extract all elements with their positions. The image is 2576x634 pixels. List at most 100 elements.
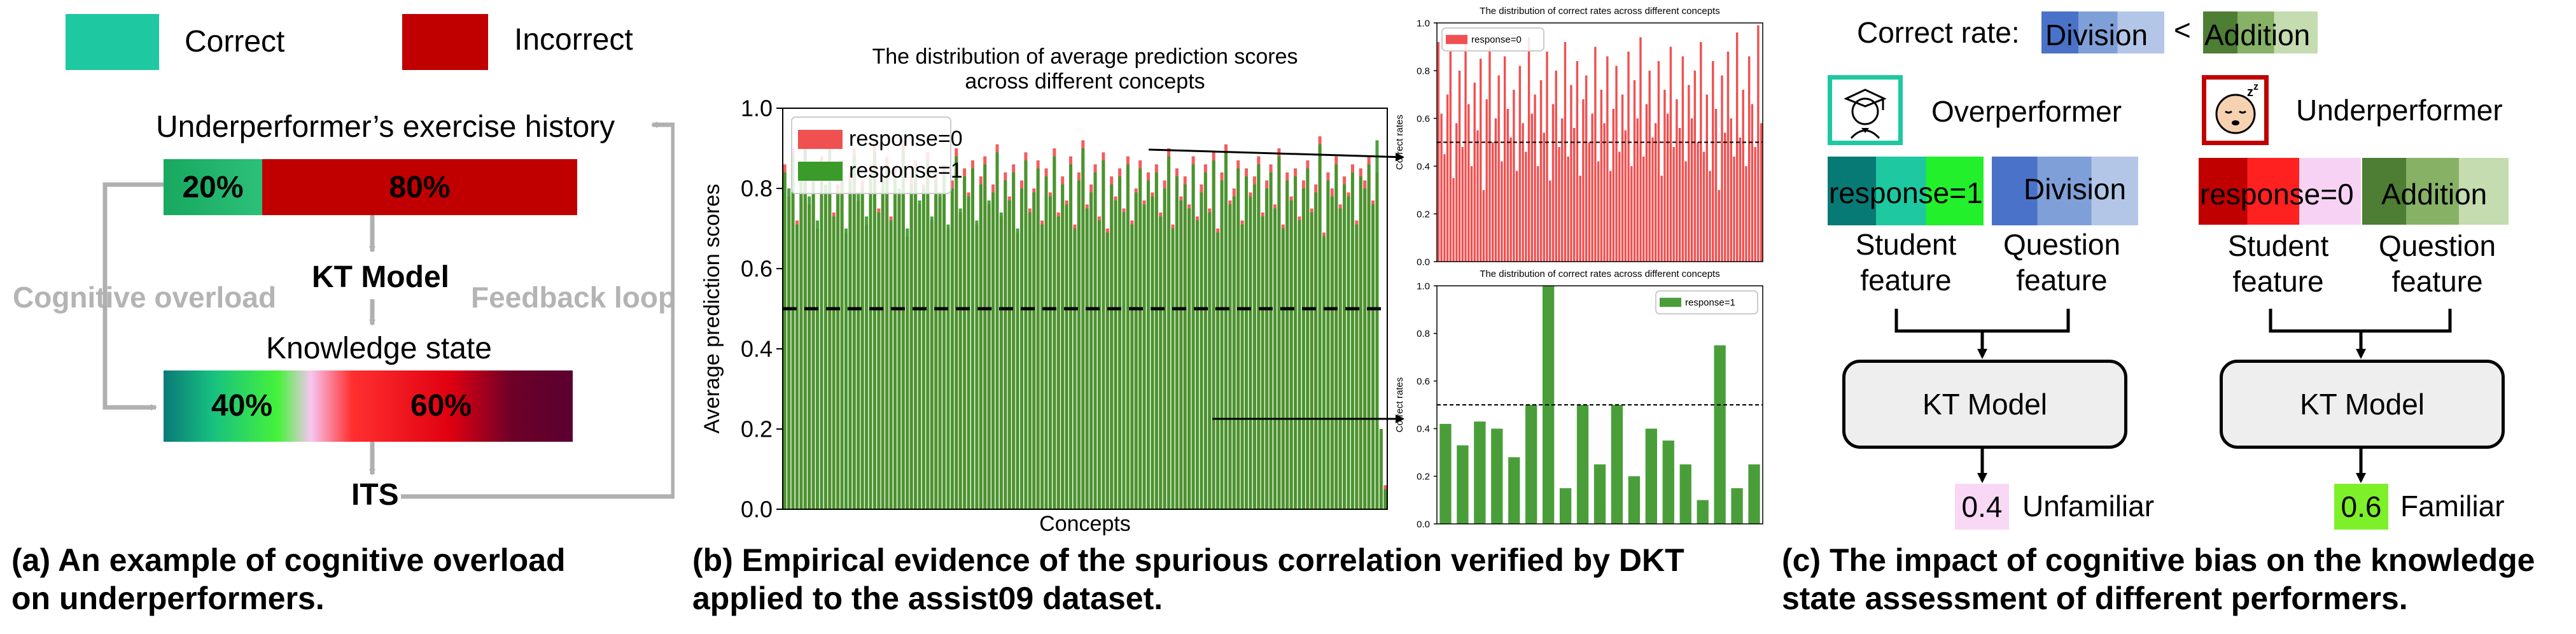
bar-response0-58 (1612, 109, 1615, 262)
bar-response1-49 (983, 164, 987, 509)
under-output-value: 0.6 (2341, 490, 2382, 523)
panel-c-merge-lines (1894, 309, 2452, 483)
less-than-symbol: < (2174, 13, 2191, 46)
cognitive-overload-label: Cognitive overload (13, 281, 277, 314)
bar-response1-21 (869, 172, 872, 509)
bar-response1-13 (836, 192, 840, 509)
over-output-value-box: 0.4 (1955, 484, 2009, 530)
over-response-label: response=1 (1829, 176, 1983, 209)
ks-incorrect-pct: 60% (410, 389, 472, 423)
underperformer-label: Underperformer (2296, 94, 2503, 127)
bar-response1-32 (914, 168, 918, 509)
bar-response0-9 (1464, 34, 1467, 262)
caption-c: (c) The impact of cognitive bias on the … (1782, 541, 2571, 617)
underperformer-avatar-frame: z z (2202, 75, 2269, 145)
chart-legend: response=0 (1441, 27, 1544, 52)
plot-frame (782, 108, 1388, 510)
bar-response1-12 (1645, 428, 1658, 524)
bar-response1-1 (787, 188, 791, 509)
bar-response1-5 (1525, 405, 1537, 524)
bar-response1-1 (1457, 445, 1469, 524)
bar-response0-15 (1482, 190, 1485, 262)
bar-response0-72 (1654, 123, 1657, 262)
bar-response0-54 (1600, 90, 1603, 262)
bar-response1-89 (1146, 180, 1150, 509)
bar-response0-67 (1639, 37, 1642, 262)
bar-response1-52 (995, 152, 999, 510)
knowledge-state-label: Knowledge state (266, 332, 492, 365)
bar-response1-53 (999, 212, 1003, 509)
bar-response1-90 (1151, 196, 1154, 509)
under-question-feature-label: Question feature (2378, 229, 2496, 298)
bar-response0-97 (1730, 118, 1732, 262)
bar-response1-105 (1212, 160, 1215, 509)
bar-response0-55 (1603, 123, 1606, 262)
bar-response0-101 (1742, 90, 1744, 262)
y-tick-label: 0.2 (1417, 471, 1430, 482)
bar-response0-21 (1501, 161, 1503, 262)
bar-response1-2 (1474, 421, 1486, 524)
bar-response1-130 (1314, 192, 1318, 509)
bar-response0-26 (1515, 171, 1518, 262)
bar-response0-107 (1760, 123, 1763, 262)
bar-response1-55 (1007, 200, 1011, 509)
bar-response1-42 (955, 156, 958, 510)
bar-response1-144 (1371, 204, 1375, 509)
bar-response1-37 (934, 180, 938, 509)
bar-response1-94 (1167, 156, 1171, 510)
bar-response1-68 (1061, 184, 1065, 509)
bar-response1-99 (1187, 208, 1191, 509)
bar-response0-36 (1546, 52, 1548, 262)
bar-response1-114 (1249, 196, 1252, 509)
bar-response0-40 (1558, 147, 1560, 262)
legend-label: response=0 (849, 127, 963, 151)
bar-response1-93 (1163, 188, 1166, 509)
bar-response0-62 (1624, 130, 1627, 262)
bar-response1-140 (1355, 224, 1359, 509)
bar-response1-110 (1232, 196, 1236, 509)
legend-swatch (798, 130, 843, 149)
bar-response1-66 (1053, 156, 1056, 510)
y-tick-label: 0.0 (741, 497, 773, 523)
bar-response1-84 (1126, 164, 1130, 509)
bar-response1-24 (881, 180, 885, 509)
x-axis-label: Concepts (1039, 512, 1131, 536)
bar-response0-69 (1645, 104, 1648, 262)
bar-response0-22 (1503, 56, 1506, 262)
bar-response0-60 (1618, 151, 1621, 262)
bar-response0-35 (1543, 132, 1546, 262)
over-question-feature-box: Division (1992, 157, 2138, 225)
bar-response1-116 (1257, 164, 1261, 509)
chart-title-line: The distribution of correct rates across… (1480, 6, 1719, 17)
bar-response1-16 (848, 180, 852, 509)
bar-response1-17 (1731, 488, 1743, 524)
bar-response0-106 (1757, 25, 1760, 262)
bar-response0-105 (1754, 147, 1756, 262)
knowledge-state-bar: 40% 60% (164, 370, 573, 442)
bar-response0-56 (1606, 56, 1609, 262)
over-question-feature-text: Question feature (1995, 227, 2129, 298)
bar-response1-5 (803, 148, 807, 509)
over-division-label: Division (2024, 173, 2127, 206)
bar-response1-11 (1628, 476, 1641, 524)
bar-response1-46 (970, 168, 974, 509)
y-tick-label: 0.4 (1417, 424, 1430, 435)
legend-incorrect-label: Incorrect (514, 23, 633, 57)
bar-response0-32 (1534, 94, 1536, 262)
bar-response0-98 (1733, 157, 1735, 262)
bar-response0-68 (1642, 157, 1645, 262)
legend-incorrect-swatch (402, 14, 488, 70)
unfamiliar-label: Unfamiliar (2022, 490, 2155, 523)
bar-response1-125 (1294, 176, 1298, 510)
bar-response1-121 (1277, 156, 1281, 510)
bar-response0-5 (1452, 178, 1455, 262)
bar-response0-88 (1702, 151, 1705, 262)
bar-response1-7 (1559, 488, 1572, 524)
bar-response1-28 (897, 188, 901, 509)
bar-response1-0 (1439, 423, 1452, 524)
connector-arrow-top (1148, 148, 1404, 162)
bar-response0-33 (1537, 166, 1539, 262)
bar-response1-19 (860, 188, 864, 509)
y-tick-label: 0.0 (1417, 257, 1430, 267)
bar-response1-44 (963, 176, 967, 510)
